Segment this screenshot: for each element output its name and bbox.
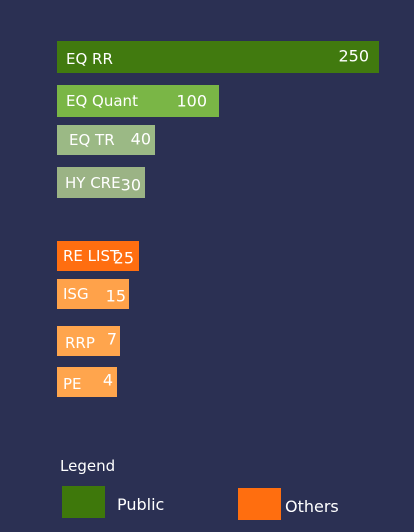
bar-label: EQ RR (66, 50, 113, 68)
bar-value-label: 7 (107, 330, 117, 349)
legend-swatch-public (62, 486, 105, 518)
bar-eq-quant: EQ Quant 100 (57, 85, 219, 117)
bar-value-label: 100 (176, 92, 207, 111)
bar-label: HY CRE (65, 174, 121, 192)
legend-label-public: Public (117, 495, 164, 514)
legend-title: Legend (60, 457, 115, 475)
bar-value-label: 40 (131, 130, 151, 149)
bar-label: RRP (65, 334, 95, 352)
bar-value-label: 4 (103, 371, 113, 390)
bar-label: PE (63, 375, 82, 393)
legend-label-others: Others (285, 497, 339, 516)
bar-hy-cre: HY CRE 30 (57, 167, 145, 198)
bar-value-label: 25 (114, 249, 134, 268)
bar-label: EQ TR (69, 131, 115, 149)
bar-pe: PE 4 (57, 367, 117, 397)
bar-eq-tr: EQ TR 40 (57, 125, 155, 155)
bar-value-label: 15 (106, 287, 126, 306)
bar-label: RE LIST (63, 247, 119, 265)
bar-rrp: RRP 7 (57, 326, 120, 356)
bar-label: ISG (63, 285, 89, 303)
bar-value-label: 250 (338, 47, 369, 66)
bar-value-label: 30 (121, 175, 141, 194)
bar-eq-rr: EQ RR 250 (57, 41, 379, 73)
legend-swatch-others (238, 488, 281, 520)
bar-label: EQ Quant (66, 92, 138, 110)
bar-re-list: RE LIST 25 (57, 241, 139, 271)
bar-isg: ISG 15 (57, 279, 129, 309)
